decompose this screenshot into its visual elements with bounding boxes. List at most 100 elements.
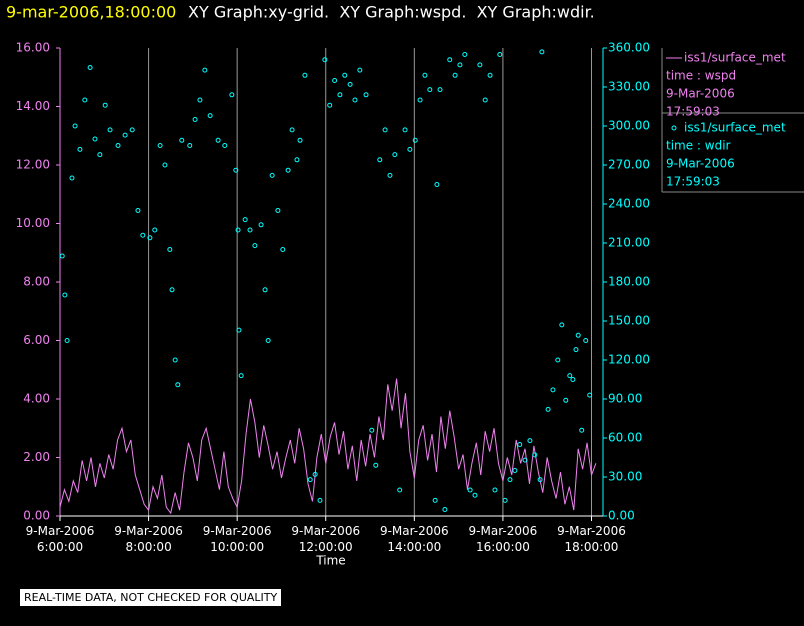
- wdir-point: [59, 253, 65, 259]
- legend-detail: 9-Mar-2006: [666, 87, 735, 101]
- y2-tick-label: 300.00: [608, 119, 650, 133]
- wdir-point: [285, 167, 291, 173]
- wdir-point: [573, 347, 579, 353]
- wdir-point: [332, 78, 338, 83]
- x-tick-label: 9-Mar-2006 6:00:00: [25, 524, 95, 554]
- wdir-point: [457, 62, 463, 68]
- legend-detail: 17:59:03: [666, 105, 720, 119]
- y2-tick-label: 0.00: [608, 509, 635, 523]
- wdir-point: [363, 92, 369, 98]
- wdir-point: [269, 172, 275, 178]
- wdir-point: [162, 162, 168, 168]
- x-tick-label: 9-Mar-2006 8:00:00: [114, 524, 183, 554]
- wdir-point: [357, 67, 363, 73]
- wdir-point: [373, 462, 379, 468]
- y2-tick-label: 270.00: [608, 158, 650, 172]
- wdir-point: [427, 87, 433, 93]
- wdir-point: [258, 222, 264, 228]
- wdir-point: [563, 397, 569, 403]
- wdir-point: [347, 81, 353, 87]
- y-tick-label: 6.00: [23, 333, 50, 347]
- y2-tick-label: 360.00: [608, 41, 650, 55]
- y2-tick-label: 60.00: [608, 431, 642, 445]
- wdir-point: [482, 97, 488, 103]
- wdir-point: [555, 357, 561, 363]
- wdir-point: [247, 227, 253, 233]
- wdir-point: [412, 137, 418, 143]
- y-tick-label: 14.00: [16, 99, 50, 113]
- wdir-point: [262, 287, 268, 293]
- wdir-point: [522, 457, 528, 463]
- wdir-point: [207, 113, 213, 119]
- chart-title: XY Graph:xy-grid. XY Graph:wspd. XY Grap…: [188, 3, 595, 22]
- wdir-point: [62, 292, 68, 298]
- y2-tick-label: 30.00: [608, 470, 642, 484]
- wdir-point: [434, 182, 440, 187]
- wdir-point: [92, 136, 98, 142]
- wdir-point: [236, 327, 242, 333]
- wdir-point: [382, 127, 388, 133]
- wdir-point: [172, 357, 178, 363]
- wdir-point: [407, 146, 413, 152]
- y-tick-label: 16.00: [16, 41, 50, 55]
- wdir-point: [307, 477, 313, 483]
- wdir-point: [115, 143, 121, 148]
- wdir-point: [402, 127, 408, 133]
- y2-tick-label: 330.00: [608, 80, 650, 94]
- wdir-point: [477, 62, 483, 68]
- wdir-point: [72, 123, 78, 129]
- wdir-point: [82, 97, 88, 103]
- wdir-point: [312, 471, 318, 477]
- y-tick-label: 8.00: [23, 275, 50, 289]
- wdir-point: [579, 427, 585, 433]
- y-tick-label: 12.00: [16, 158, 50, 172]
- x-tick-label: 9-Mar-2006 14:00:00: [379, 524, 449, 554]
- wdir-point: [487, 72, 493, 78]
- x-tick-label: 9-Mar-2006 18:00:00: [557, 524, 626, 554]
- wdir-point: [187, 143, 193, 148]
- wdir-point: [447, 57, 453, 63]
- x-tick-label: 9-Mar-2006 16:00:00: [468, 524, 538, 554]
- y2-tick-label: 150.00: [608, 314, 650, 328]
- y-tick-label: 4.00: [23, 392, 50, 406]
- wdir-point: [122, 132, 128, 138]
- legend-label: iss1/surface_met: [684, 121, 786, 135]
- x-tick-label: 9-Mar-2006 12:00:00: [291, 524, 361, 554]
- wspd-line: [59, 378, 597, 515]
- wdir-point: [462, 52, 468, 57]
- wdir-point: [140, 232, 146, 238]
- wdir-point: [539, 49, 545, 55]
- legend-swatch: [671, 125, 677, 131]
- wdir-point: [387, 172, 393, 178]
- wdir-point: [242, 217, 248, 223]
- wdir-point: [202, 67, 208, 73]
- wdir-point: [587, 392, 593, 398]
- wdir-point: [527, 438, 533, 444]
- wdir-point: [64, 338, 70, 343]
- wdir-point: [215, 137, 221, 143]
- wdir-point: [302, 72, 308, 78]
- wdir-point: [238, 373, 244, 379]
- legend-detail: time : wdir: [666, 139, 731, 153]
- wdir-point: [297, 137, 303, 143]
- legend-label: iss1/surface_met: [684, 51, 786, 65]
- wdir-point: [175, 382, 181, 388]
- wdir-point: [512, 468, 518, 473]
- wdir-point: [322, 57, 328, 63]
- wdir-point: [397, 487, 403, 493]
- y-tick-label: 2.00: [23, 450, 50, 464]
- quality-note: REAL-TIME DATA, NOT CHECKED FOR QUALITY: [20, 589, 282, 606]
- wdir-point: [517, 442, 523, 447]
- y-tick-label: 0.00: [23, 509, 50, 523]
- wdir-point: [97, 152, 103, 158]
- y-tick-label: 10.00: [16, 216, 50, 230]
- wdir-point: [550, 387, 556, 393]
- wdir-point: [289, 127, 295, 133]
- wdir-point: [497, 52, 503, 57]
- wdir-point: [575, 332, 581, 338]
- wdir-point: [157, 143, 163, 148]
- y2-tick-label: 210.00: [608, 236, 650, 250]
- y2-tick-label: 90.00: [608, 392, 642, 406]
- x-tick-label: 9-Mar-2006 10:00:00: [202, 524, 272, 554]
